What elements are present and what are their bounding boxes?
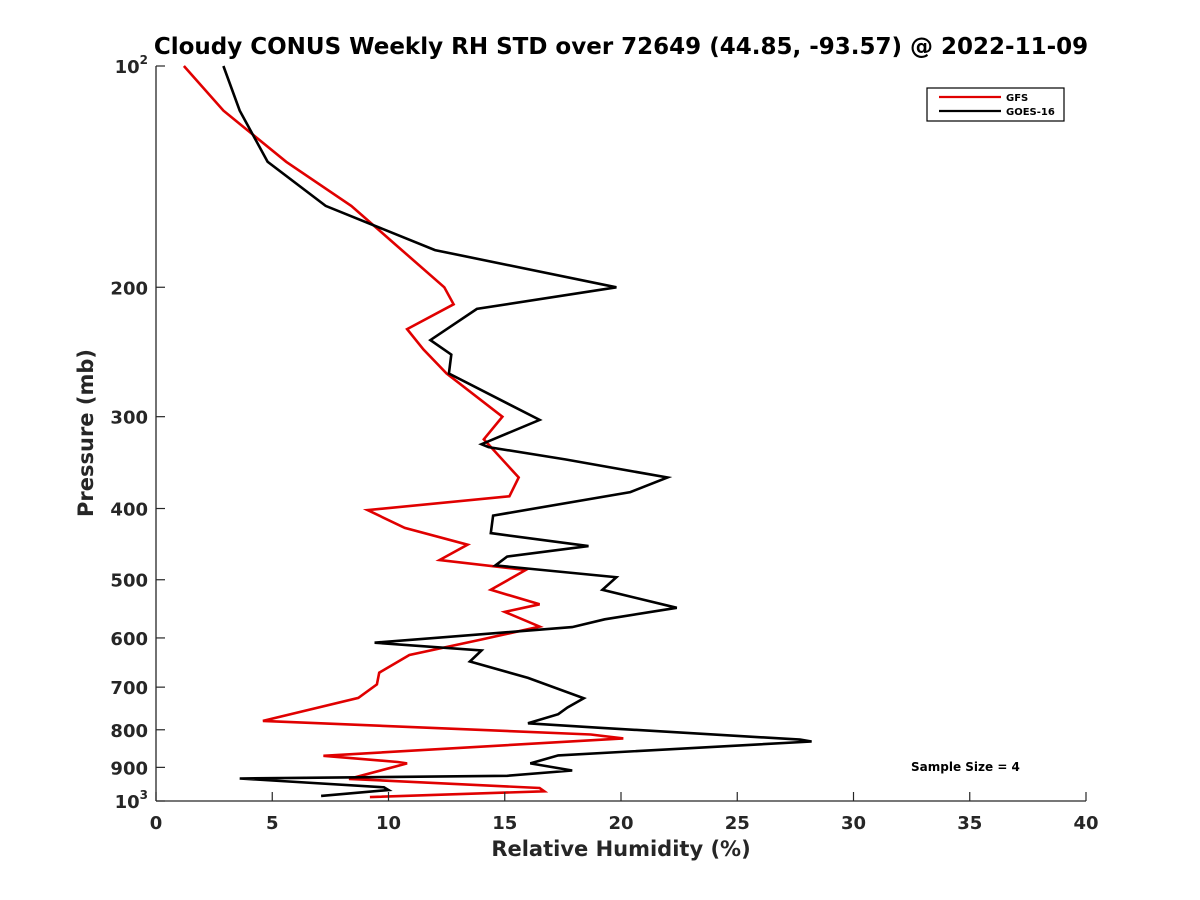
series-layer (182, 65, 812, 799)
y-tick-label: 400 (110, 500, 148, 521)
legend-label-gfs: GFS (1006, 93, 1028, 104)
y-tick-label: 600 (110, 629, 148, 650)
chart-title: Cloudy CONUS Weekly RH STD over 72649 (4… (154, 34, 1088, 60)
legend: GFS GOES-16 (926, 87, 1065, 122)
y-tick-label: 700 (110, 678, 148, 699)
x-tick-label: 15 (492, 813, 517, 834)
y-tick-label: 800 (110, 721, 148, 742)
x-tick-label: 30 (841, 813, 866, 834)
x-axis-label: Relative Humidity (%) (491, 837, 750, 861)
legend-box (926, 87, 1065, 122)
x-tick-label: 35 (957, 813, 982, 834)
x-tick-label: 25 (725, 813, 750, 834)
y-axis-ticks: 102 200 300 400 500 600 700 800 900 103 (110, 53, 165, 813)
x-axis-ticks: 0 5 10 15 20 25 30 35 40 (150, 792, 1099, 834)
x-tick-label: 5 (266, 813, 279, 834)
x-tick-label: 20 (608, 813, 633, 834)
x-tick-label: 0 (150, 813, 163, 834)
x-tick-label: 10 (376, 813, 401, 834)
series-line-gfs (182, 65, 624, 799)
y-tick-label: 300 (110, 408, 148, 429)
x-tick-label: 40 (1073, 813, 1098, 834)
y-tick-label: 900 (110, 758, 148, 779)
series-line-goes-16 (222, 65, 812, 798)
y-axis-label: Pressure (mb) (74, 349, 98, 517)
sample-size-annotation: Sample Size = 4 (911, 760, 1020, 774)
y-tick-label: 500 (110, 571, 148, 592)
y-tick-label: 103 (115, 788, 148, 813)
y-tick-label: 200 (110, 278, 148, 299)
y-tick-label: 102 (115, 53, 148, 78)
legend-label-goes-16: GOES-16 (1006, 107, 1055, 118)
